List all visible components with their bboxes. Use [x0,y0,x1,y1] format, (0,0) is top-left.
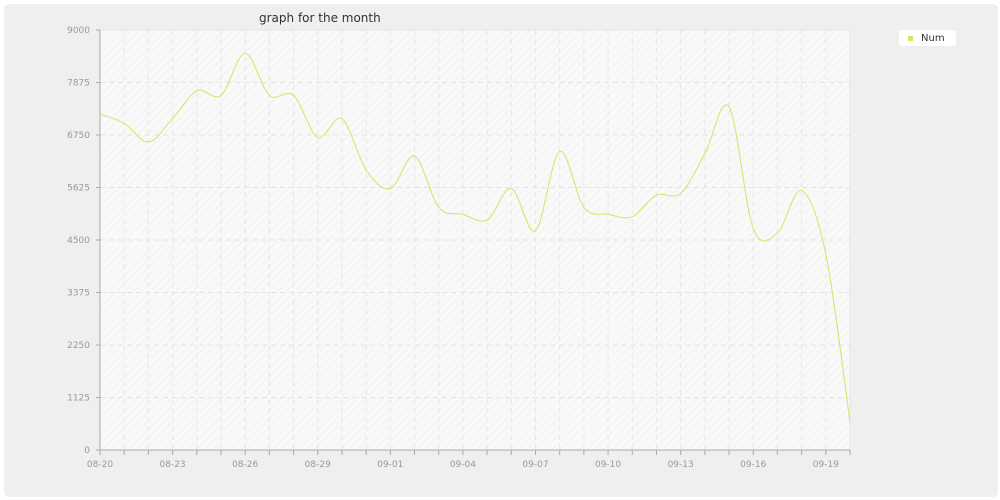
data-point [824,253,827,256]
x-tick-label: 09-19 [813,460,839,470]
data-point [147,141,150,144]
y-tick-label: 3375 [67,289,90,299]
legend-swatch-num [908,35,913,41]
data-point [486,218,489,221]
data-point [510,187,513,190]
data-point [752,227,755,230]
x-tick-label: 08-29 [305,460,331,470]
data-point [607,213,610,216]
data-point [437,206,440,209]
data-point [849,421,852,424]
data-point [171,117,174,120]
y-tick-label: 9000 [67,26,90,36]
data-point [268,94,271,97]
data-point [461,213,464,216]
data-point [99,113,102,116]
chart-title: graph for the month [259,11,381,25]
legend-label-num: Num [921,32,945,44]
data-point [703,152,706,155]
y-tick-label: 1125 [67,394,90,404]
x-tick-label: 09-13 [668,460,694,470]
x-tick-label: 09-07 [522,460,548,470]
data-point [582,206,585,209]
data-point [631,215,634,218]
data-point [534,229,537,232]
legend[interactable]: Num [899,30,956,46]
data-point [365,169,368,172]
series-line-num [99,52,851,423]
data-point [292,94,295,97]
data-point [244,52,247,55]
x-tick-label: 09-10 [595,460,621,470]
data-point [655,194,658,197]
x-tick-label: 09-16 [740,460,766,470]
y-tick-label: 2250 [67,341,90,351]
y-tick-label: 5625 [67,184,90,194]
y-tick-label: 6750 [67,131,90,141]
data-point [679,192,682,195]
y-tick-label: 0 [84,446,90,456]
x-tick-label: 08-26 [232,460,258,470]
data-point [800,189,803,192]
series-layer [99,52,852,424]
data-point [219,94,222,97]
data-point [728,106,731,109]
data-point [123,122,126,125]
data-point [389,187,392,190]
axes: 0 1125 2250 3375 4500 5625 6750 7875 9000 08-20 08… [67,26,851,470]
data-point [776,232,779,235]
data-point [558,150,561,153]
x-tick-label: 09-04 [450,460,476,470]
y-tick-label: 7875 [67,79,90,89]
x-tick-label: 09-01 [377,460,403,470]
data-point [340,117,343,120]
gridlines [100,29,850,450]
x-tick-label: 08-20 [87,460,113,470]
data-point [316,136,319,139]
y-tick-label: 4500 [67,236,90,246]
data-point [195,89,198,92]
data-point [413,155,416,158]
x-tick-label: 08-23 [160,460,186,470]
